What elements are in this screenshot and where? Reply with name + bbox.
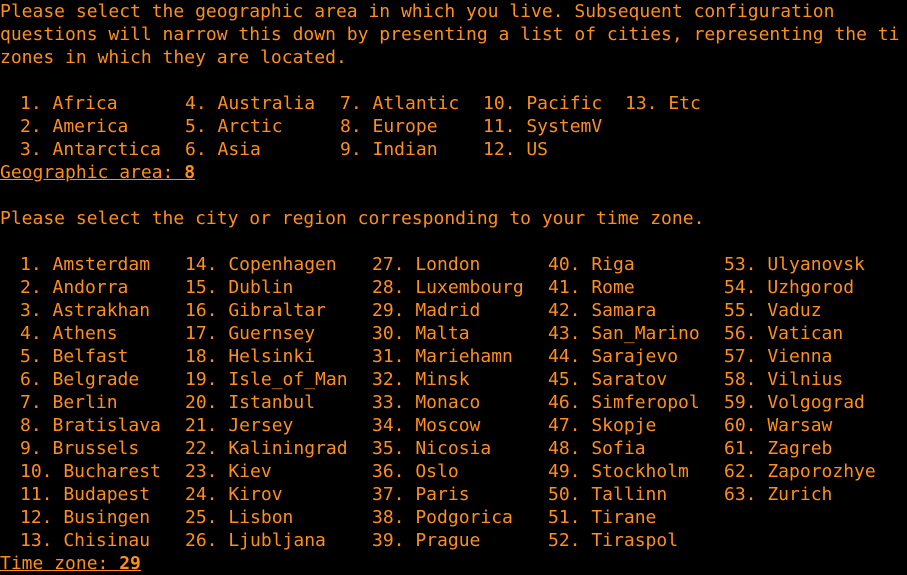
city-option: 8. Bratislava (20, 415, 161, 436)
city-option: 5. Belfast (20, 346, 129, 367)
city-option: 52. Tiraspol (548, 530, 679, 551)
city-option: 29. Madrid (372, 300, 481, 321)
city-option: 41. Rome (548, 277, 635, 298)
city-option: 4. Athens (20, 323, 118, 344)
city-option: 11. Budapest (20, 484, 151, 505)
city-option: 34. Moscow (372, 415, 481, 436)
city-option: 61. Zagreb (724, 438, 833, 459)
area-prompt: Geographic area: 8 (0, 161, 195, 184)
city-option: 38. Podgorica (372, 507, 513, 528)
city-option: 22. Kaliningrad (185, 438, 348, 459)
city-option: 26. Ljubljana (185, 530, 326, 551)
city-option: 15. Dublin (185, 277, 294, 298)
tz-prompt: Time zone: 29 (0, 552, 141, 575)
city-option: 45. Saratov (548, 369, 668, 390)
area-option: 11. SystemV (483, 116, 603, 137)
city-option: 57. Vienna (724, 346, 833, 367)
city-option: 28. Luxembourg (372, 277, 524, 298)
city-option: 19. Isle_of_Man (185, 369, 348, 390)
city-option: 30. Malta (372, 323, 470, 344)
area-option: 9. Indian (340, 139, 438, 160)
city-option: 55. Vaduz (724, 300, 822, 321)
city-option: 36. Oslo (372, 461, 459, 482)
area-option: 4. Australia (185, 93, 316, 114)
city-option: 58. Vilnius (724, 369, 844, 390)
city-option: 44. Sarajevo (548, 346, 679, 367)
intro-line: zones in which they are located. (0, 47, 347, 68)
area-option: 13. Etc (625, 93, 701, 114)
city-option: 6. Belgrade (20, 369, 140, 390)
city-option: 27. London (372, 254, 481, 275)
city-option: 40. Riga (548, 254, 635, 275)
city-option: 50. Tallinn (548, 484, 668, 505)
city-option: 17. Guernsey (185, 323, 316, 344)
city-option: 48. Sofia (548, 438, 646, 459)
city-option: 33. Monaco (372, 392, 481, 413)
city-option: 59. Volgograd (724, 392, 865, 413)
city-option: 62. Zaporozhye (724, 461, 876, 482)
area-option: 3. Antarctica (20, 139, 161, 160)
city-option: 10. Bucharest (20, 461, 161, 482)
city-option: 12. Busingen (20, 507, 151, 528)
city-option: 49. Stockholm (548, 461, 689, 482)
city-option: 46. Simferopol (548, 392, 700, 413)
city-option: 63. Zurich (724, 484, 833, 505)
city-option: 18. Helsinki (185, 346, 316, 367)
city-option: 13. Chisinau (20, 530, 151, 551)
city-option: 56. Vatican (724, 323, 844, 344)
prompt-label: Geographic area: (0, 162, 174, 183)
city-option: 7. Berlin (20, 392, 118, 413)
city-option: 39. Prague (372, 530, 481, 551)
city-option: 51. Tirane (548, 507, 657, 528)
city-question: Please select the city or region corresp… (0, 208, 705, 229)
city-option: 24. Kirov (185, 484, 283, 505)
city-option: 37. Paris (372, 484, 470, 505)
area-option: 5. Arctic (185, 116, 283, 137)
city-option: 47. Skopje (548, 415, 657, 436)
area-option: 2. America (20, 116, 129, 137)
prompt-answer: 29 (119, 553, 141, 574)
city-option: 35. Nicosia (372, 438, 492, 459)
city-option: 21. Jersey (185, 415, 294, 436)
city-option: 3. Astrakhan (20, 300, 151, 321)
city-option: 1. Amsterdam (20, 254, 151, 275)
city-option: 53. Ulyanovsk (724, 254, 865, 275)
city-option: 16. Gibraltar (185, 300, 326, 321)
prompt-answer: 8 (184, 162, 196, 183)
area-option: 1. Africa (20, 93, 118, 114)
area-option: 6. Asia (185, 139, 261, 160)
area-option: 7. Atlantic (340, 93, 460, 114)
prompt-label: Time zone: (0, 553, 109, 574)
city-option: 54. Uzhgorod (724, 277, 855, 298)
intro-line: Please select the geographic area in whi… (0, 1, 835, 22)
city-option: 25. Lisbon (185, 507, 294, 528)
city-option: 43. San_Marino (548, 323, 700, 344)
city-option: 31. Mariehamn (372, 346, 513, 367)
intro-line: questions will narrow this down by prese… (0, 24, 900, 45)
city-option: 32. Minsk (372, 369, 470, 390)
city-option: 23. Kiev (185, 461, 272, 482)
city-option: 42. Samara (548, 300, 657, 321)
city-option: 14. Copenhagen (185, 254, 337, 275)
city-option: 60. Warsaw (724, 415, 833, 436)
area-option: 8. Europe (340, 116, 438, 137)
city-option: 2. Andorra (20, 277, 129, 298)
area-option: 10. Pacific (483, 93, 603, 114)
area-option: 12. US (483, 139, 549, 160)
city-option: 20. Istanbul (185, 392, 316, 413)
city-option: 9. Brussels (20, 438, 140, 459)
